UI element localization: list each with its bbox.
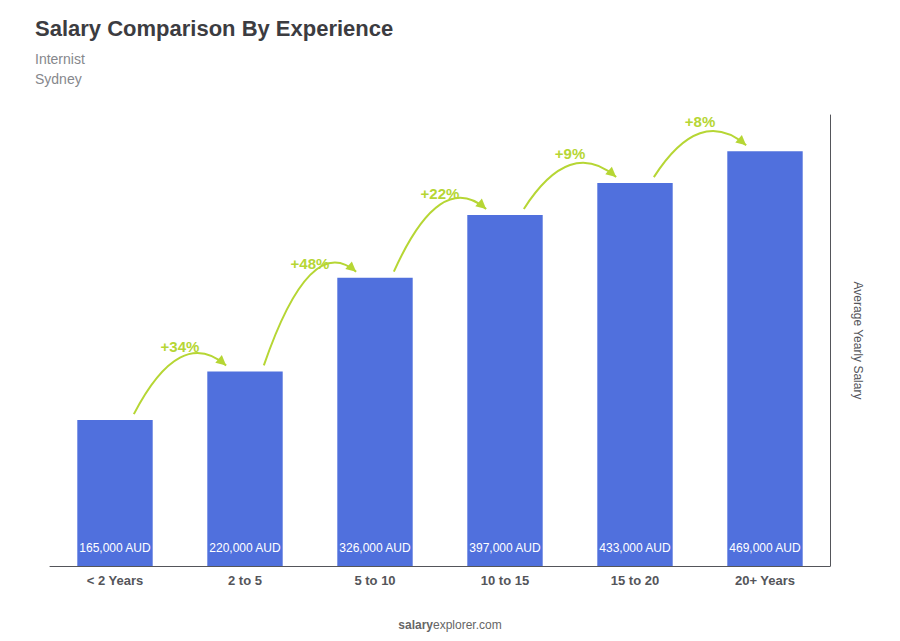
svg-text:326,000 AUD: 326,000 AUD [339,541,411,555]
svg-text:469,000 AUD: 469,000 AUD [729,541,801,555]
svg-text:Internist: Internist [35,51,85,67]
svg-text:Sydney: Sydney [35,71,82,87]
svg-text:+48%: +48% [291,255,330,272]
svg-text:+22%: +22% [421,185,460,202]
svg-text:+9%: +9% [555,145,585,162]
svg-text:Average Yearly Salary: Average Yearly Salary [851,282,865,400]
svg-text:+8%: +8% [685,113,715,130]
svg-text:20+ Years: 20+ Years [735,573,795,588]
svg-text:explorer.com: explorer.com [433,618,502,632]
svg-text:220,000 AUD: 220,000 AUD [209,541,281,555]
svg-text:< 2 Years: < 2 Years [87,573,144,588]
svg-text:+34%: +34% [161,338,200,355]
svg-text:salary: salary [398,618,433,632]
svg-text:10 to 15: 10 to 15 [481,573,529,588]
svg-text:433,000 AUD: 433,000 AUD [599,541,671,555]
svg-text:397,000 AUD: 397,000 AUD [469,541,541,555]
svg-text:Salary Comparison By Experienc: Salary Comparison By Experience [35,16,393,41]
svg-text:15 to 20: 15 to 20 [611,573,659,588]
svg-text:5 to 10: 5 to 10 [354,573,395,588]
svg-text:165,000 AUD: 165,000 AUD [79,541,151,555]
svg-text:2 to 5: 2 to 5 [228,573,262,588]
